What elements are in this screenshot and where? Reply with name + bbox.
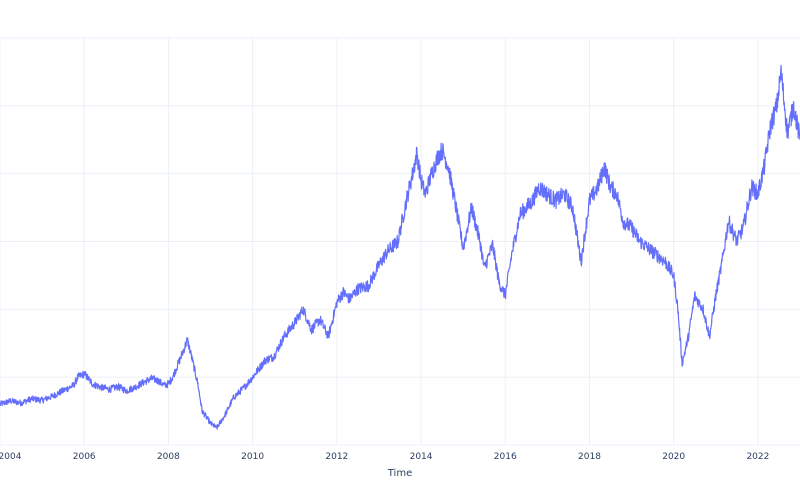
x-tick-label-2004: 2004 <box>0 452 22 462</box>
x-tick-label-2008: 2008 <box>157 452 180 462</box>
x-tick-label-2010: 2010 <box>241 452 264 462</box>
x-axis-title: Time <box>387 468 412 479</box>
x-tick-label-2022: 2022 <box>746 452 769 462</box>
x-tick-labels: 2004 2006 2008 2010 2012 2014 2016 2018 2020 2022 <box>0 452 769 462</box>
x-tick-label-2018: 2018 <box>578 452 601 462</box>
series-group <box>0 64 800 430</box>
x-tick-label-2020: 2020 <box>662 452 685 462</box>
series-line-0 <box>0 64 800 430</box>
x-tick-label-2016: 2016 <box>494 452 517 462</box>
x-tick-label-2006: 2006 <box>73 452 96 462</box>
x-tick-label-2014: 2014 <box>410 452 433 462</box>
y-gridlines <box>0 37 800 446</box>
x-tick-label-2012: 2012 <box>325 452 348 462</box>
